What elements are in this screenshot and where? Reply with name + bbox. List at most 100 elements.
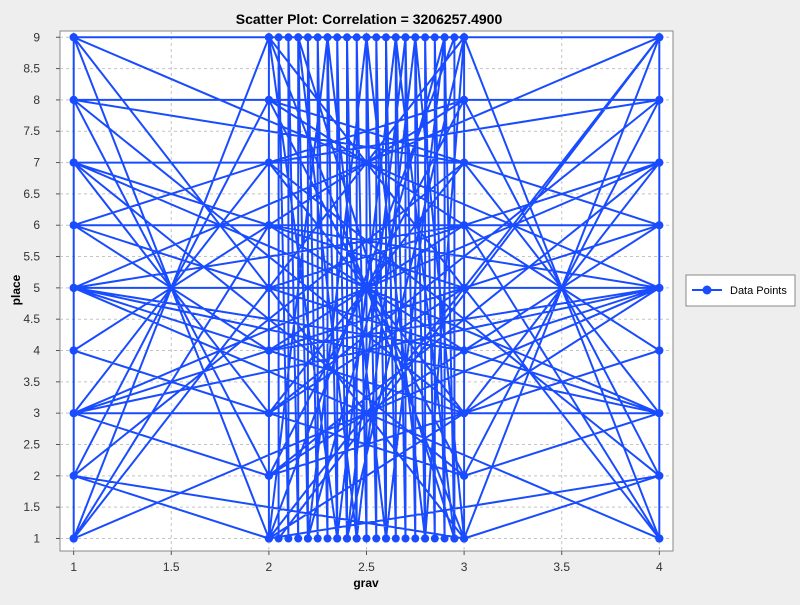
- data-point: [352, 33, 361, 42]
- data-point: [264, 158, 273, 167]
- legend-label: Data Points: [730, 285, 787, 297]
- data-point: [460, 33, 469, 42]
- data-point: [362, 33, 371, 42]
- data-point: [264, 471, 273, 480]
- y-tick-label: 4: [33, 344, 40, 358]
- data-point: [401, 33, 410, 42]
- data-point: [372, 33, 381, 42]
- y-tick-label: 1.5: [23, 500, 40, 514]
- data-point: [655, 95, 664, 104]
- data-point: [411, 534, 420, 543]
- data-point: [343, 33, 351, 42]
- data-point: [401, 534, 410, 543]
- chart-title: Scatter Plot: Correlation = 3206257.4900: [236, 11, 503, 27]
- data-point: [323, 534, 332, 543]
- data-point: [274, 33, 283, 42]
- data-point: [372, 534, 381, 543]
- data-point: [303, 534, 312, 543]
- data-point: [264, 346, 273, 355]
- y-tick-label: 3.5: [23, 375, 40, 389]
- y-tick-label: 8: [33, 93, 40, 107]
- data-point: [655, 158, 664, 167]
- data-point: [313, 534, 322, 543]
- data-point: [421, 534, 430, 543]
- y-tick-label: 2: [33, 469, 40, 483]
- x-axis-label: grav: [353, 576, 379, 590]
- y-tick-label: 5.5: [23, 250, 40, 264]
- data-point: [264, 95, 273, 104]
- data-point: [323, 33, 332, 42]
- data-point: [284, 33, 293, 42]
- data-point: [69, 346, 78, 355]
- x-tick-label: 1: [70, 560, 77, 574]
- data-point: [313, 33, 322, 42]
- y-tick-label: 9: [33, 30, 40, 44]
- data-point: [460, 95, 469, 104]
- data-point: [655, 409, 664, 418]
- data-point: [69, 221, 78, 230]
- data-point: [343, 534, 351, 543]
- data-point: [362, 534, 371, 543]
- data-point: [69, 409, 78, 418]
- y-axis-label: place: [9, 274, 23, 305]
- data-point: [655, 534, 664, 543]
- y-tick-label: 5: [33, 281, 40, 295]
- y-tick-label: 6.5: [23, 187, 40, 201]
- data-point: [460, 283, 469, 292]
- data-point: [69, 33, 78, 42]
- y-tick-label: 6: [33, 218, 40, 232]
- data-point: [382, 534, 390, 543]
- data-point: [382, 33, 390, 42]
- data-point: [440, 33, 449, 42]
- data-point: [264, 33, 273, 42]
- y-tick-label: 1: [33, 531, 40, 545]
- data-point: [450, 33, 459, 42]
- x-tick-label: 2: [266, 560, 273, 574]
- data-point: [69, 95, 78, 104]
- y-tick-label: 7: [33, 156, 40, 170]
- data-point: [655, 346, 664, 355]
- data-point: [333, 33, 342, 42]
- data-point: [430, 534, 439, 543]
- data-point: [264, 534, 273, 543]
- x-tick-label: 3: [461, 560, 468, 574]
- data-point: [421, 33, 430, 42]
- y-tick-label: 8.5: [23, 62, 40, 76]
- data-point: [294, 33, 303, 42]
- x-tick-label: 2.5: [358, 560, 375, 574]
- data-point: [460, 346, 469, 355]
- data-point: [391, 33, 400, 42]
- legend: Data Points: [685, 274, 796, 307]
- data-point: [303, 33, 312, 42]
- y-tick-label: 2.5: [23, 437, 40, 451]
- data-point: [460, 158, 469, 167]
- data-point: [655, 221, 664, 230]
- x-tick-label: 3.5: [553, 560, 570, 574]
- data-point: [352, 534, 361, 543]
- data-point: [69, 158, 78, 167]
- y-tick-label: 3: [33, 406, 40, 420]
- data-point: [274, 534, 283, 543]
- data-point: [69, 283, 78, 292]
- data-point: [264, 283, 273, 292]
- data-point: [655, 471, 664, 480]
- data-point: [411, 33, 420, 42]
- x-tick-label: 4: [656, 560, 663, 574]
- y-tick-label: 7.5: [23, 124, 40, 138]
- axes: 1 1.5 2 2.5 3 3.5 4 1 1.5 2 2.5 3 3.5 4 4.5 5 5.5 6 6.5 7 7.…: [23, 30, 663, 574]
- data-point: [284, 534, 293, 543]
- data-point: [460, 471, 469, 480]
- legend-marker: [702, 285, 712, 295]
- y-tick-label: 4.5: [23, 312, 40, 326]
- x-tick-label: 1.5: [163, 560, 180, 574]
- data-point: [264, 409, 273, 418]
- data-point: [69, 534, 78, 543]
- data-point: [655, 33, 664, 42]
- series-data-points: [69, 33, 664, 543]
- data-point: [430, 33, 439, 42]
- data-point: [69, 471, 78, 480]
- data-point: [440, 534, 449, 543]
- data-point: [333, 534, 342, 543]
